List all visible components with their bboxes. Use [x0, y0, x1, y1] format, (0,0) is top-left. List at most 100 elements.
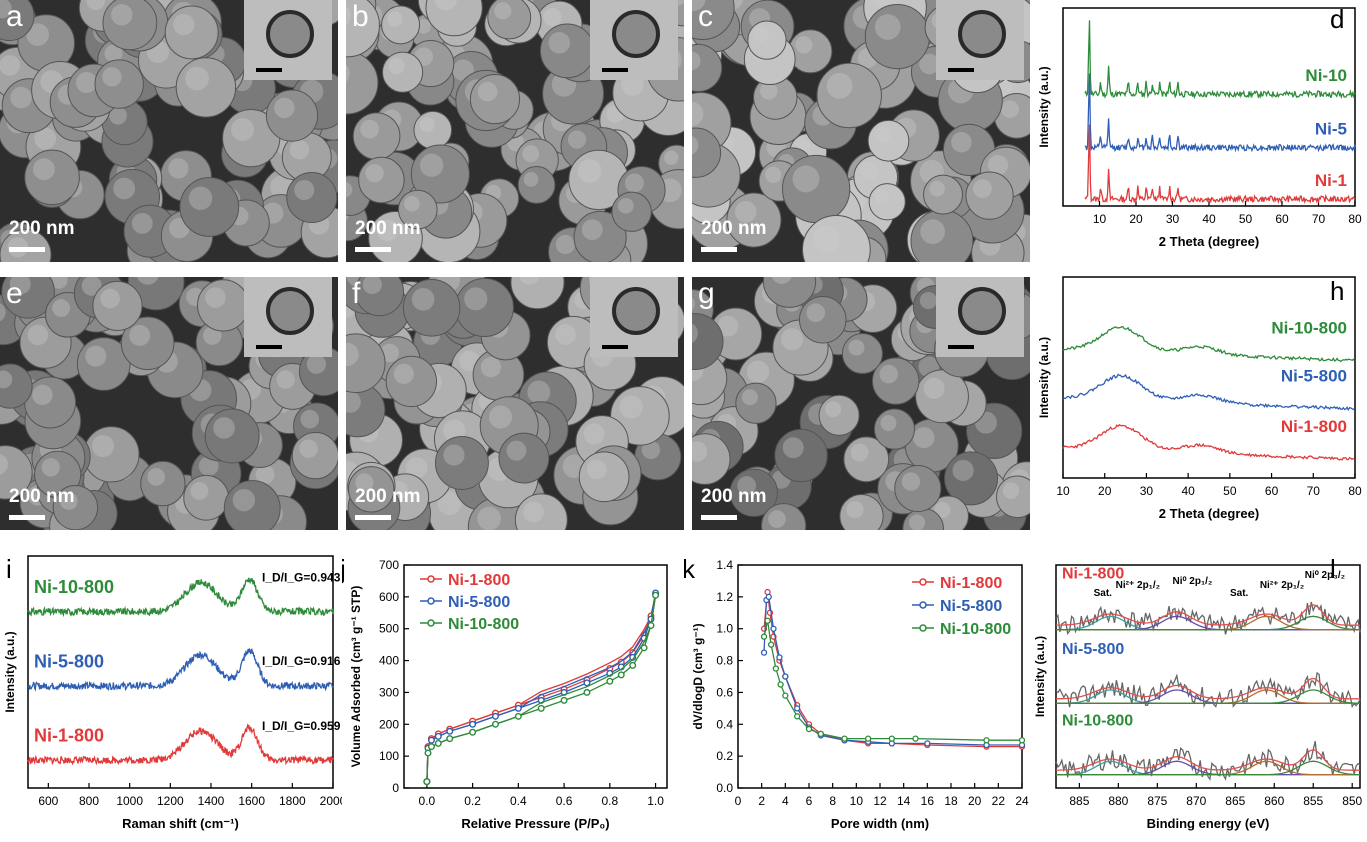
x-tick-label: 50 — [1223, 484, 1237, 498]
sem-particle — [204, 408, 260, 464]
x-axis-label: 2 Theta (degree) — [1159, 234, 1259, 249]
sem-particle — [197, 279, 250, 332]
sem-particle-highlight — [792, 165, 820, 193]
x-tick-label: 50 — [1239, 212, 1253, 226]
data-point — [434, 739, 442, 747]
sem-particle — [358, 156, 405, 204]
chart-svg: i 600 800 1000 1200 1400 1600 1800 2000 Raman shi… — [3, 554, 342, 831]
y-tick-label: 700 — [379, 558, 399, 572]
sem-particle-highlight — [737, 476, 757, 496]
sem-particle — [573, 210, 627, 262]
ratio-annotation: I_D/I_G=0.916 — [262, 654, 341, 668]
sem-particle-highlight — [934, 502, 951, 519]
peak-annotation: Ni²⁺ 2p₁/₂ — [1260, 580, 1304, 591]
data-point — [647, 622, 655, 630]
sem-particle-highlight — [404, 196, 420, 212]
sem-image — [346, 0, 684, 262]
legend-label: Ni-10-800 — [1062, 713, 1133, 730]
series-line — [27, 577, 334, 618]
legend-marker — [919, 624, 927, 632]
legend-label: Ni-5-800 — [1281, 367, 1347, 386]
legend-label: Ni-1-800 — [34, 726, 104, 746]
x-tick-label: 60 — [1265, 484, 1279, 498]
sem-particle-highlight — [923, 377, 945, 399]
sem-particle — [92, 280, 143, 331]
y-tick-label: 0 — [392, 781, 399, 795]
sem-particle-highlight — [577, 159, 602, 183]
scale-bar — [355, 515, 391, 520]
x-tick-label: 80 — [1348, 212, 1362, 226]
panel-label: g — [698, 277, 715, 310]
x-tick-label: 20 — [968, 794, 982, 808]
sem-particle-highlight — [27, 324, 49, 346]
sem-particle-highlight — [137, 277, 159, 285]
scale-bar — [9, 247, 45, 252]
sem-particle-highlight — [617, 197, 634, 214]
sem-particle-highlight — [388, 58, 405, 75]
sem-particle-highlight — [846, 500, 864, 519]
y-tick-label: 0.0 — [716, 781, 733, 795]
peak-annotation: Ni⁰ 2p₁/₂ — [1172, 576, 1212, 587]
sem-particle — [487, 0, 532, 40]
sem-particle-highlight — [848, 339, 865, 356]
plot-frame — [1055, 564, 1361, 789]
sem-particle-highlight — [86, 0, 106, 11]
data-point — [1018, 737, 1026, 744]
hollow-sphere-image — [266, 10, 314, 58]
sem-particle — [761, 503, 807, 530]
x-axis-label: Relative Pressure (P/P₀) — [461, 816, 609, 831]
data-point — [912, 735, 919, 742]
sem-particle-highlight — [173, 13, 195, 36]
sem-particle-highlight — [289, 139, 310, 160]
sem-particle-highlight — [419, 116, 435, 133]
sem-particle — [839, 493, 884, 530]
sem-panel-e: e 200 nm — [0, 277, 338, 530]
sem-particle — [818, 394, 860, 436]
sem-particle-highlight — [420, 153, 444, 177]
sem-particle-highlight — [0, 303, 6, 322]
sem-particle-highlight — [664, 150, 679, 165]
sem-particle — [802, 215, 871, 262]
sem-particle-highlight — [9, 277, 31, 295]
series-line — [1062, 326, 1356, 363]
sem-particle-highlight — [543, 7, 562, 27]
x-tick-label: 0.4 — [510, 794, 527, 808]
sem-particle-highlight — [346, 391, 361, 413]
data-point — [491, 720, 499, 728]
x-tick-label: 10 — [1056, 484, 1070, 498]
ratio-annotation: I_D/I_G=0.943 — [262, 571, 341, 585]
sem-particle-highlight — [109, 106, 127, 125]
data-point — [817, 730, 824, 737]
tem-inset — [936, 277, 1024, 357]
chart-j: j 0.0 0.2 0.4 0.6 0.8 1.0 0 100 200 300 400 500 600 70… — [342, 548, 684, 842]
sem-particle — [816, 62, 882, 129]
sem-particle-highlight — [231, 118, 255, 142]
x-tick-label: 40 — [1181, 484, 1195, 498]
data-point — [888, 735, 895, 742]
legend-label: Ni-1-800 — [1281, 417, 1347, 436]
chart-svg: j 0.0 0.2 0.4 0.6 0.8 1.0 0 100 200 300 400 500 600 70… — [342, 554, 668, 831]
data-point — [446, 727, 454, 735]
sem-particle — [265, 89, 319, 142]
sem-particle-highlight — [880, 415, 897, 432]
x-tick-label: 880 — [1108, 794, 1128, 808]
sem-particle — [179, 177, 240, 237]
sem-particle-highlight — [625, 173, 644, 193]
sem-panel-f: f 200 nm — [346, 277, 684, 530]
sem-particle-highlight — [734, 201, 757, 223]
x-tick-label: 800 — [79, 794, 99, 808]
sem-particle-highlight — [583, 423, 605, 445]
data-point — [805, 725, 813, 733]
fit-component — [1056, 689, 1361, 704]
sem-particle-highlight — [523, 172, 539, 187]
data-point — [760, 649, 768, 656]
x-tick-label: 875 — [1147, 794, 1167, 808]
sem-panel-g: g 200 nm — [692, 277, 1030, 530]
sem-particle-highlight — [768, 510, 786, 528]
tem-inset — [590, 0, 678, 80]
sem-particle — [286, 171, 338, 224]
panel-label: l — [1330, 554, 1336, 584]
sem-particle-highlight — [812, 225, 840, 253]
data-point — [491, 712, 499, 720]
sem-particle-highlight — [506, 440, 527, 461]
